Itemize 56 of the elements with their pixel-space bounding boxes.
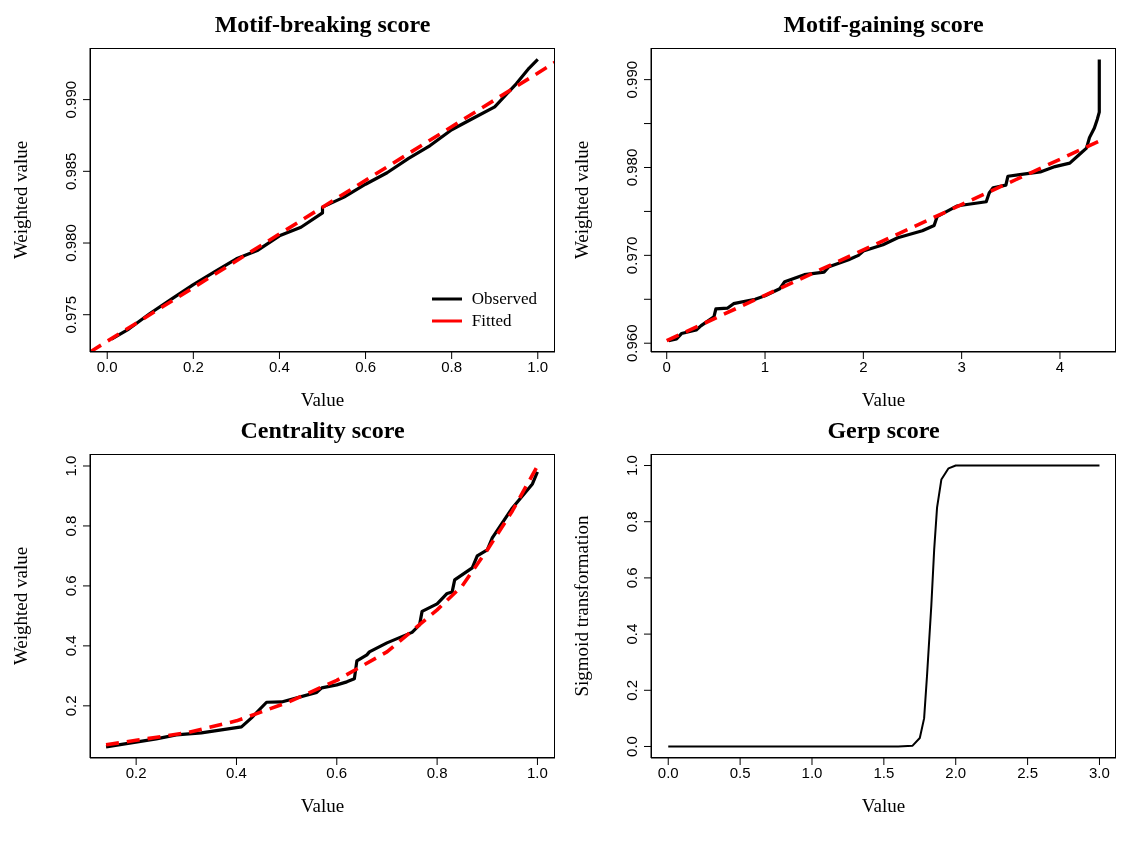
y-tick-label: 0.2	[62, 695, 79, 717]
chart-title: Centrality score	[239, 416, 406, 445]
y-tick-label: 1.0	[62, 455, 79, 477]
x-tick-label: 2.5	[1017, 763, 1039, 781]
x-axis-title: Value	[861, 389, 906, 410]
y-tick-label: 0.6	[62, 575, 79, 597]
x-tick-label: 2	[859, 357, 868, 375]
x-tick-label: 1.0	[527, 357, 549, 375]
chart-title: Motif-gaining score	[782, 10, 985, 39]
x-tick-label: 0.0	[96, 357, 118, 375]
chart-title: Gerp score	[826, 416, 941, 445]
x-tick-label: 4	[1055, 357, 1065, 375]
x-tick-label: 3	[957, 357, 966, 375]
x-axis-title: Value	[861, 795, 906, 816]
y-tick-label: 0.8	[62, 515, 79, 537]
y-tick-label: 0.990	[623, 60, 640, 99]
x-tick-label: 0	[662, 357, 671, 375]
x-tick-label: 0.2	[182, 357, 204, 375]
y-tick-label: 0.990	[62, 80, 79, 119]
chart-title: Motif-breaking score	[213, 10, 432, 39]
x-tick-label: 1	[760, 357, 770, 375]
x-tick-label: 0.6	[355, 357, 376, 375]
y-tick-label: 0.975	[62, 295, 79, 334]
x-tick-label: 2.0	[945, 763, 967, 781]
x-tick-label: 0.5	[729, 763, 751, 781]
x-tick-label: 0.8	[426, 763, 448, 781]
x-axis-title: Value	[300, 795, 345, 816]
y-tick-label: 0.4	[62, 635, 79, 657]
x-tick-label: 1.0	[527, 763, 548, 781]
x-tick-label: 1.0	[801, 763, 823, 781]
y-tick-label: 0.970	[623, 236, 640, 275]
y-axis-title: Weighted value	[9, 546, 31, 666]
x-tick-label: 0.8	[441, 357, 463, 375]
x-tick-label: 3.0	[1089, 763, 1110, 781]
x-tick-label: 0.4	[226, 763, 247, 781]
y-tick-label: 0.8	[623, 511, 640, 533]
legend-label: Fitted	[471, 311, 512, 331]
x-tick-label: 0.4	[269, 357, 290, 375]
y-tick-label: 0.960	[623, 324, 640, 362]
y-tick-label: 0.4	[623, 623, 640, 645]
y-tick-label: 0.985	[62, 152, 79, 191]
y-tick-label: 0.6	[623, 567, 640, 589]
x-axis-title: Value	[300, 389, 345, 410]
x-tick-label: 0.6	[326, 763, 348, 781]
x-tick-label: 0.2	[125, 763, 147, 781]
y-tick-label: 0.980	[62, 224, 79, 262]
y-tick-label: 1.0	[623, 455, 640, 476]
y-tick-label: 0.980	[623, 148, 640, 187]
y-tick-label: 0.2	[623, 679, 640, 701]
y-tick-label: 0.0	[623, 736, 640, 757]
y-axis-title: Weighted value	[570, 140, 592, 260]
legend-label: Observed	[471, 289, 537, 309]
y-axis-title: Weighted value	[9, 140, 31, 260]
x-tick-label: 0.0	[657, 763, 679, 781]
y-axis-title: Sigmoid transformation	[570, 515, 592, 697]
x-tick-label: 1.5	[873, 763, 895, 781]
